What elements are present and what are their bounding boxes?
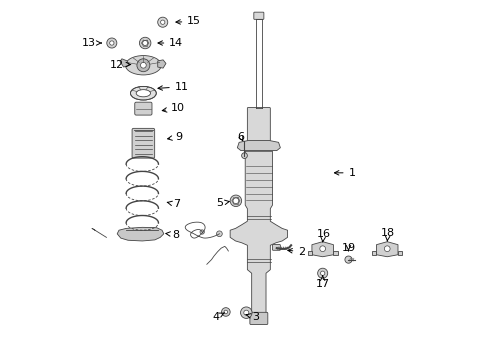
Ellipse shape [125, 55, 161, 75]
Text: 3: 3 [245, 312, 258, 322]
Text: 4: 4 [212, 312, 224, 322]
Circle shape [319, 246, 325, 252]
Circle shape [200, 230, 204, 234]
Text: 2: 2 [287, 247, 305, 257]
Text: 10: 10 [162, 103, 185, 113]
Circle shape [158, 17, 167, 27]
Text: 8: 8 [165, 230, 179, 239]
Text: 13: 13 [81, 38, 101, 48]
Text: 16: 16 [316, 229, 330, 242]
Text: 7: 7 [167, 199, 180, 210]
Circle shape [241, 153, 247, 158]
Circle shape [140, 62, 146, 68]
Polygon shape [120, 59, 129, 67]
Circle shape [109, 41, 114, 45]
Circle shape [216, 231, 222, 237]
Text: 6: 6 [237, 132, 244, 142]
Circle shape [139, 37, 151, 49]
Circle shape [233, 198, 238, 204]
Text: 15: 15 [176, 17, 201, 27]
Circle shape [344, 256, 351, 263]
Polygon shape [376, 242, 397, 257]
Circle shape [384, 246, 389, 252]
Text: 19: 19 [341, 243, 355, 253]
Polygon shape [307, 251, 311, 255]
Polygon shape [311, 242, 333, 257]
Ellipse shape [136, 90, 150, 97]
Circle shape [137, 59, 149, 72]
Circle shape [317, 268, 327, 278]
Circle shape [230, 195, 241, 207]
Circle shape [160, 20, 164, 24]
FancyBboxPatch shape [253, 12, 264, 19]
FancyBboxPatch shape [272, 244, 280, 250]
FancyBboxPatch shape [132, 129, 154, 158]
Ellipse shape [130, 86, 156, 100]
Text: 17: 17 [315, 276, 329, 289]
Circle shape [221, 308, 230, 316]
Polygon shape [230, 151, 287, 315]
Polygon shape [397, 251, 402, 255]
Circle shape [244, 310, 248, 315]
Polygon shape [158, 60, 165, 68]
Circle shape [106, 38, 117, 48]
FancyBboxPatch shape [247, 108, 270, 145]
Circle shape [224, 310, 227, 314]
Polygon shape [117, 227, 163, 241]
Polygon shape [333, 251, 337, 255]
Text: 1: 1 [334, 168, 355, 178]
Text: 18: 18 [380, 228, 394, 241]
Text: 11: 11 [158, 82, 188, 92]
Text: 5: 5 [216, 198, 229, 208]
Text: 12: 12 [110, 59, 130, 69]
Text: 9: 9 [167, 132, 182, 142]
FancyBboxPatch shape [249, 312, 267, 324]
Circle shape [142, 41, 147, 45]
FancyBboxPatch shape [135, 102, 152, 115]
Circle shape [320, 271, 324, 275]
Polygon shape [237, 140, 280, 150]
Circle shape [240, 307, 251, 319]
Text: 14: 14 [158, 38, 183, 48]
Polygon shape [371, 251, 376, 255]
